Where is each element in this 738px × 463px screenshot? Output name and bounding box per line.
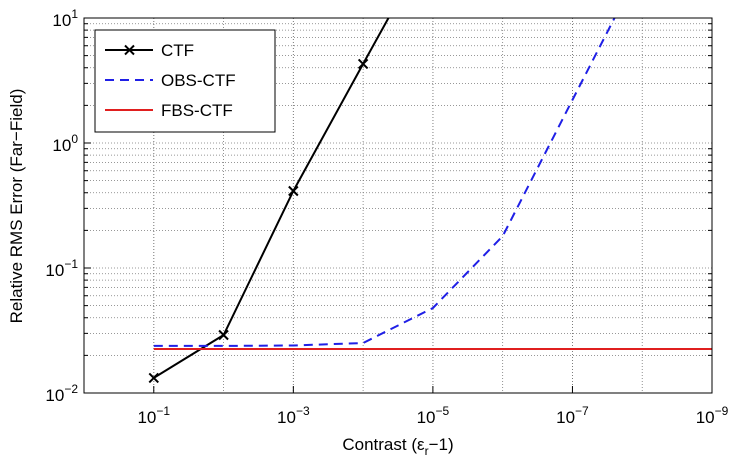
tick-label: 10−2 (45, 382, 78, 405)
tick-label: 10−1 (137, 404, 170, 427)
tick-label: 10−3 (277, 404, 310, 427)
legend-marker (124, 44, 135, 56)
tick-label: 100 (52, 132, 78, 155)
data-point (218, 329, 229, 341)
legend-label: FBS-CTF (161, 101, 233, 120)
x-axis-label: Contrast (εr−1) (342, 435, 453, 458)
plot-frame (83, 17, 713, 394)
series-layer (148, 18, 712, 384)
ticks: 10−2 10−1 100 101 10−1 10−3 10−5 10−7 10−9 (45, 7, 728, 427)
tick-label: 10−9 (696, 404, 729, 427)
tick-label: 10−1 (45, 257, 78, 280)
data-point (357, 58, 369, 70)
legend-label: CTF (161, 41, 194, 60)
data-point (288, 185, 299, 197)
grid (84, 17, 713, 394)
tick-label: 10−5 (417, 404, 450, 427)
tick-label: 101 (52, 7, 78, 30)
legend-label: OBS-CTF (161, 71, 236, 90)
legend: CTF OBS-CTF FBS-CTF (94, 29, 276, 133)
y-axis-label: Relative RMS Error (Far−Field) (7, 89, 26, 324)
data-point (148, 372, 159, 384)
tick-label: 10−7 (556, 404, 589, 427)
series-line (153, 18, 616, 347)
